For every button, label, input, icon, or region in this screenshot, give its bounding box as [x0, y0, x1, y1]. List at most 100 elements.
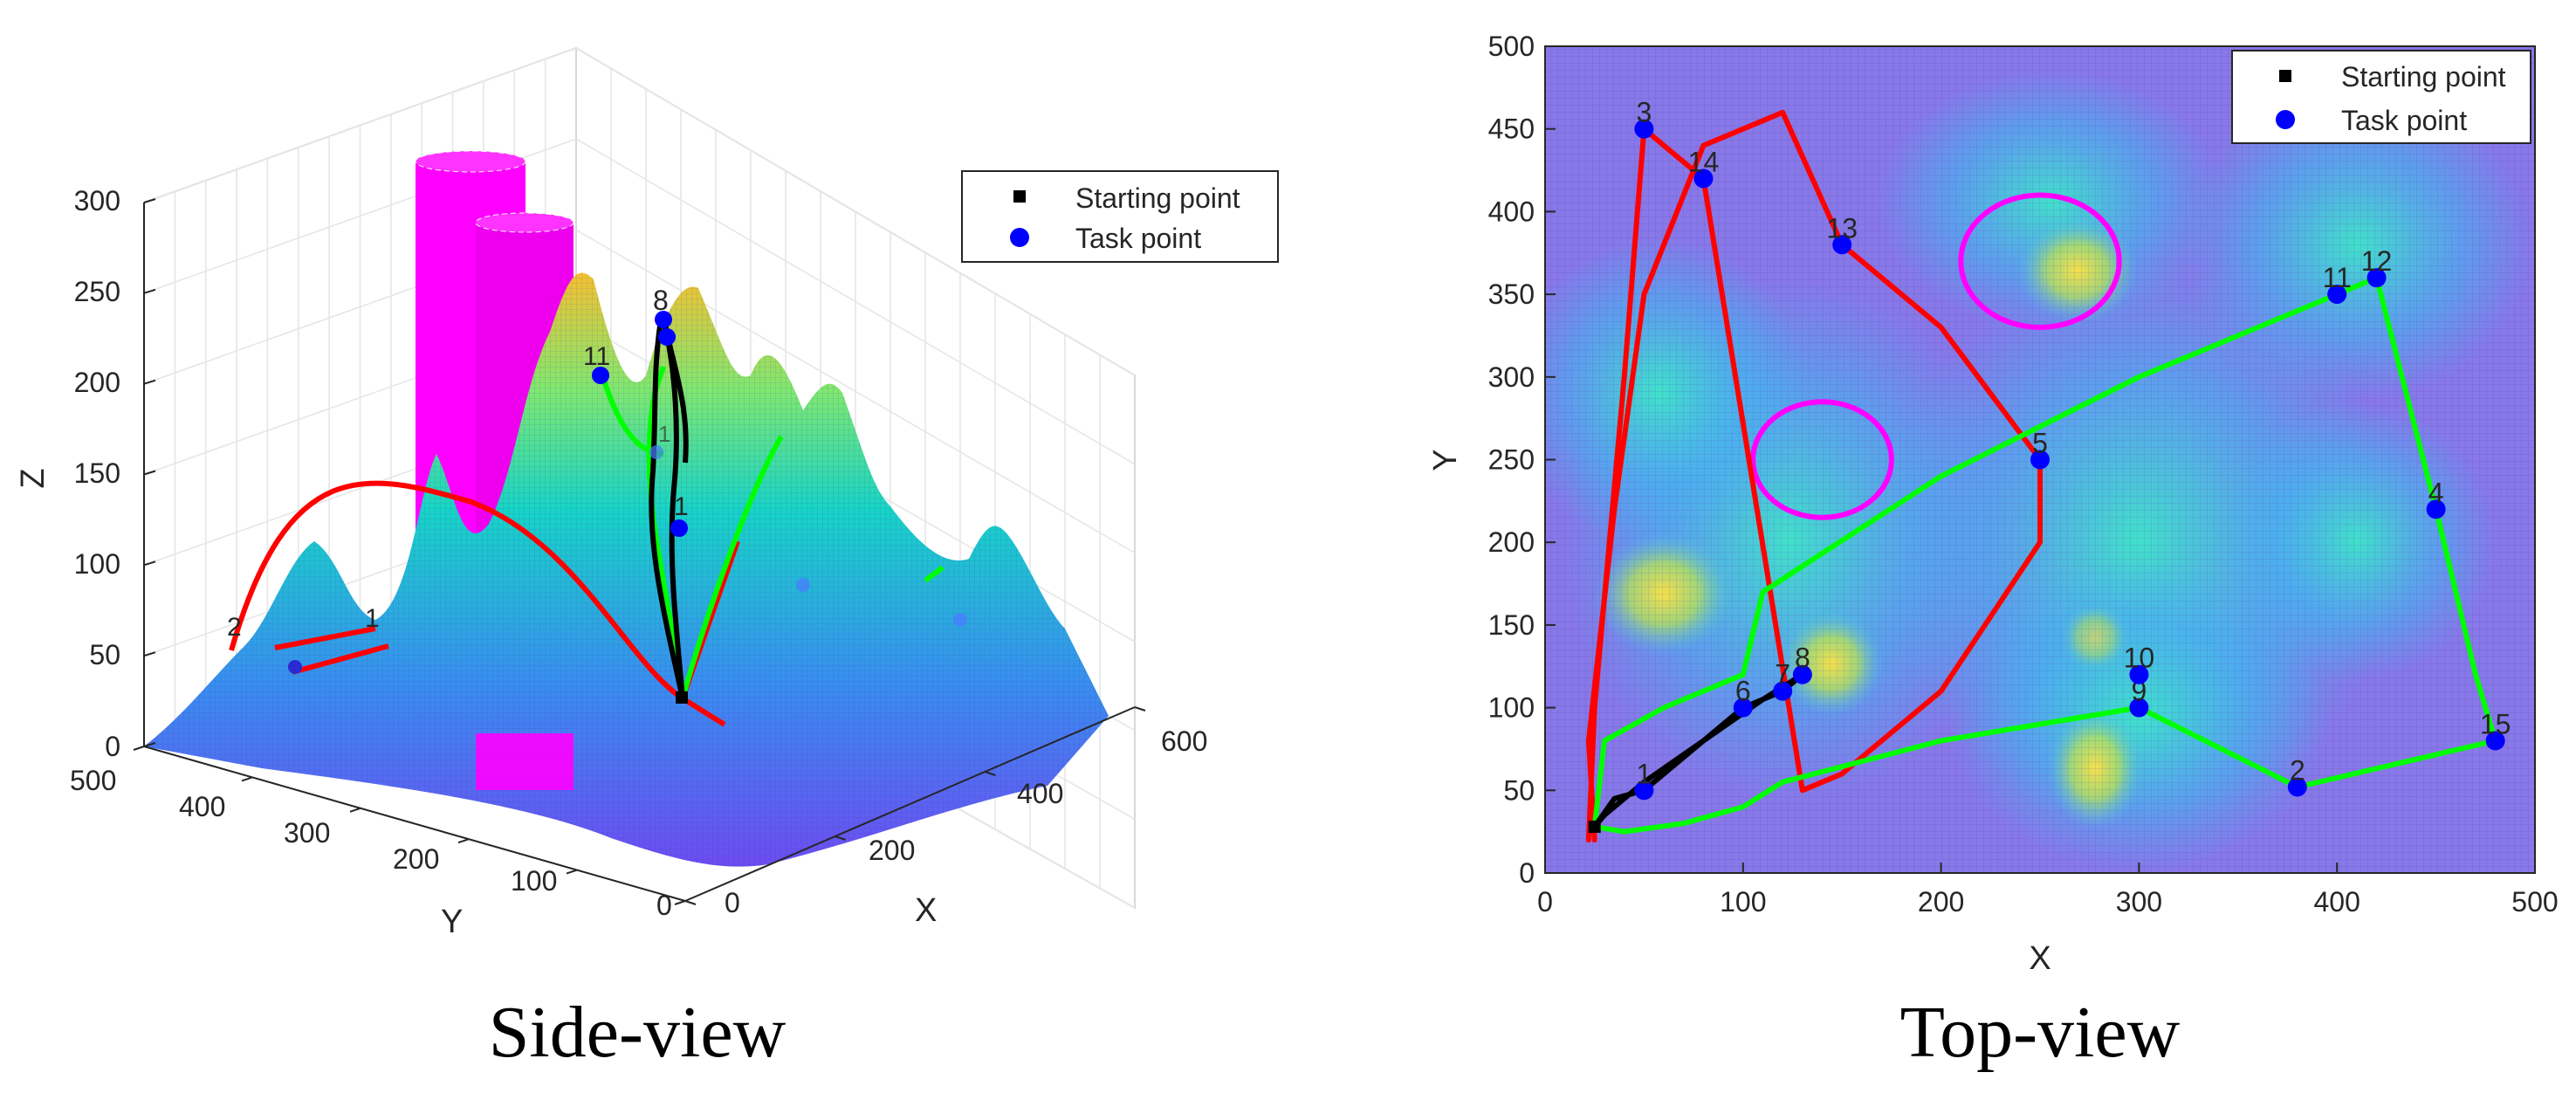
z-tick-mark [143, 288, 156, 294]
legend-task-label: Task point [1075, 223, 1201, 254]
top-view-caption: Top-view [1900, 992, 2181, 1073]
task-point [1792, 664, 1812, 684]
y-axis-label-3d: Y [441, 904, 463, 940]
task-point [1634, 780, 1654, 801]
z-tick-mark [143, 198, 156, 203]
z-tick: 300 [74, 185, 120, 217]
red-route-3d [229, 480, 740, 727]
y-tick-label: 450 [1488, 113, 1535, 145]
y-tick-label: 150 [1488, 609, 1535, 641]
task-point-label: 8 [1795, 643, 1810, 674]
x-tick: 600 [1161, 725, 1207, 757]
task-point-label: 4 [2428, 477, 2444, 508]
z-tick-mark [143, 651, 156, 657]
task-point-label: 15 [2480, 708, 2511, 739]
z-tick-mark [143, 560, 156, 567]
y-tick: 500 [70, 765, 116, 796]
task-point-3d [655, 311, 672, 328]
legend-task-marker [2276, 110, 2295, 129]
route-line [1591, 275, 2498, 835]
z-axis-label: Z [15, 468, 52, 488]
y-tick-mark [674, 900, 686, 905]
task-point-label: 3 [1637, 97, 1652, 128]
task-point [2426, 499, 2446, 519]
legend-start-marker [2279, 70, 2291, 82]
y-tick-label: 500 [1488, 31, 1535, 62]
y-tick-label: 400 [1488, 196, 1535, 227]
y-tick-mark [241, 776, 253, 782]
start-point [1588, 820, 1601, 833]
x-tick-label: 500 [2511, 886, 2558, 918]
cylinder-1-top [415, 150, 526, 173]
legend-start-marker [1013, 190, 1026, 203]
z-tick: 200 [74, 367, 120, 398]
x-tick-mark [684, 900, 697, 905]
task-point-3d [953, 613, 967, 627]
task-point-label: 6 [1735, 676, 1751, 707]
task-point [1733, 698, 1753, 718]
task-point-3d [649, 445, 663, 459]
z-tick-mark [143, 379, 156, 385]
x-tick-label: 200 [1918, 886, 1964, 918]
heatmap-background [1545, 46, 2535, 873]
z-tick-mark [143, 470, 156, 476]
terrain-mesh [144, 272, 1109, 867]
task-point-label: 12 [2361, 245, 2393, 277]
y-tick-mark [457, 838, 470, 844]
wall-gridline [143, 138, 1136, 465]
y-tick: 200 [393, 843, 439, 875]
task-point-label: 14 [1688, 147, 1720, 178]
task-point-3d [658, 328, 676, 346]
x-tick-mark [835, 835, 846, 841]
z-tick: 150 [74, 457, 120, 489]
z-tick: 50 [89, 639, 120, 670]
point-label-3d: 1 [365, 604, 380, 633]
task-point [2287, 777, 2307, 797]
task-point-label: 13 [1826, 212, 1858, 244]
x-tick-mark [1134, 706, 1146, 711]
x-tick-label: 400 [2314, 886, 2360, 918]
x-tick-label: 0 [1537, 886, 1553, 918]
x-axis-label: X [2029, 940, 2050, 977]
y-tick-label: 300 [1488, 361, 1535, 393]
side-view-caption: Side-view [489, 992, 787, 1073]
cylinder-2-base [476, 733, 574, 790]
y-tick: 400 [179, 791, 225, 822]
y-tick-label: 250 [1488, 444, 1535, 476]
z-tick-mark [143, 742, 156, 747]
x-tick-mark [985, 771, 996, 776]
y-tick-labels-3d: 500 400 300 200 100 0 [70, 765, 672, 921]
legend-start-label: Starting point [1075, 182, 1240, 214]
x-tick-labels-3d: 0 200 400 600 [725, 725, 1207, 918]
task-point [2030, 450, 2050, 470]
x-tick: 200 [869, 835, 915, 866]
legend-task-label: Task point [2341, 105, 2467, 136]
task-point [2485, 731, 2505, 751]
side-view-chart: 2 1 8 11 1 1 0 50 100 150 200 250 300 50… [15, 46, 1279, 1073]
task-point-label: 1 [1637, 758, 1652, 789]
point-label-3d: 1 [658, 421, 670, 447]
cylinder-2-top [475, 212, 574, 233]
task-point [2327, 285, 2347, 305]
z-tick: 250 [74, 276, 120, 307]
task-point [1634, 119, 1654, 139]
y-tick: 0 [656, 890, 672, 921]
legend-3d: Starting point Task point [961, 170, 1279, 263]
x-tick: 0 [725, 887, 740, 918]
point-label-3d: 2 [227, 613, 242, 642]
wall-gridline [143, 47, 1136, 376]
z-tick-labels: 0 50 100 150 200 250 300 [74, 185, 120, 762]
y-tick-mark [349, 807, 361, 813]
point-label-3d: 11 [583, 342, 610, 371]
x-axis-label-3d: X [915, 892, 937, 929]
y-tick-label: 0 [1519, 857, 1535, 889]
legend-start-label: Starting point [2341, 61, 2506, 93]
task-point-label: 7 [1775, 659, 1790, 691]
y-tick: 300 [284, 817, 330, 849]
y-tick-label: 50 [1503, 774, 1535, 806]
task-point [1773, 681, 1793, 701]
legend-3d-box [961, 170, 1279, 263]
task-point [2129, 664, 2149, 684]
